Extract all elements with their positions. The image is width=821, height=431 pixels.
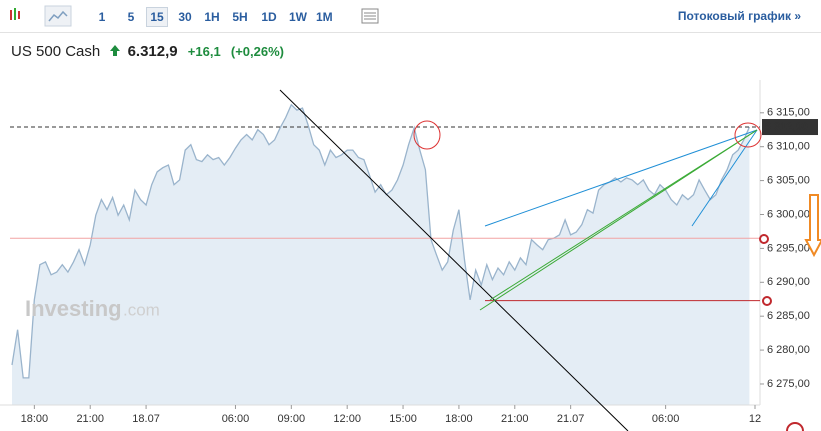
instrument-name: US 500 Cash	[11, 43, 101, 60]
stream-link[interactable]: Потоковый график »	[677, 9, 801, 23]
interval-button[interactable]: 5	[127, 10, 135, 24]
trend-line	[489, 129, 758, 301]
y-tick-label: 6 310,00	[767, 141, 810, 153]
price: 6.312,9	[127, 43, 178, 60]
x-tick-label: 18.07	[132, 413, 160, 425]
x-tick-label: 21.07	[557, 413, 585, 425]
y-tick-label: 6 315,00	[767, 107, 810, 119]
y-tick-label: 6 285,00	[767, 310, 810, 322]
x-tick-label: 09:00	[278, 413, 306, 425]
interval-button[interactable]: 15	[146, 7, 168, 27]
trend-line	[479, 129, 758, 311]
price-label: 6 312,90	[765, 121, 808, 133]
y-tick-label: 6 275,00	[767, 378, 810, 390]
x-tick-label: 21:00	[76, 413, 104, 425]
y-tick-label: 6 305,00	[767, 174, 810, 186]
interval-button[interactable]: 1D	[261, 10, 277, 24]
interval-button[interactable]: 30	[178, 10, 192, 24]
interval-button[interactable]: 1M	[316, 10, 333, 24]
toolbar: 1 5 15 30 1H 5H 1D 1W 1M Потоковый график »	[0, 0, 821, 33]
y-tick-label: 6 290,00	[767, 276, 810, 288]
area-fill	[12, 104, 750, 405]
x-tick-label: 12:00	[333, 413, 361, 425]
x-tick-label: 18:00	[445, 413, 473, 425]
interval-button[interactable]: 1H	[204, 10, 220, 24]
chart-type-icons	[10, 5, 72, 27]
watermark-brand: Investing	[25, 296, 122, 321]
line-handle	[759, 234, 769, 244]
trend-line	[691, 129, 758, 227]
circle-marker	[734, 122, 762, 148]
x-tick-label: 06:00	[652, 413, 680, 425]
interval-button[interactable]: 5H	[232, 10, 248, 24]
interval-button[interactable]: 1	[98, 10, 106, 24]
change: +16,1	[187, 44, 221, 59]
x-tick-label: 06:00	[222, 413, 250, 425]
interval-button[interactable]: 1W	[289, 10, 307, 24]
y-tick-label: 6 300,00	[767, 208, 810, 220]
circle-marker	[413, 120, 441, 150]
up-arrow	[110, 45, 121, 56]
trend-line	[279, 89, 629, 431]
price-line	[11, 103, 750, 379]
x-tick-label: 12	[749, 413, 761, 425]
arrow-annotation	[804, 194, 821, 258]
instrument-header: US 500 Cash 6.312,9 +16,1 (+0,26%)	[11, 43, 290, 60]
x-tick-label: 15:00	[389, 413, 417, 425]
trend-line	[484, 129, 758, 227]
y-tick-label: 6 280,00	[767, 344, 810, 356]
x-tick-label: 18:00	[21, 413, 49, 425]
x-tick-label: 21:00	[501, 413, 529, 425]
settings-icon[interactable]	[360, 6, 380, 26]
line-handle	[786, 422, 804, 431]
watermark-suffix: .com	[123, 300, 160, 319]
change-pct: (+0,26%)	[230, 44, 284, 59]
y-tick-label: 6 295,00	[767, 242, 810, 254]
price-label-box	[762, 119, 818, 136]
line-handle	[762, 296, 772, 306]
